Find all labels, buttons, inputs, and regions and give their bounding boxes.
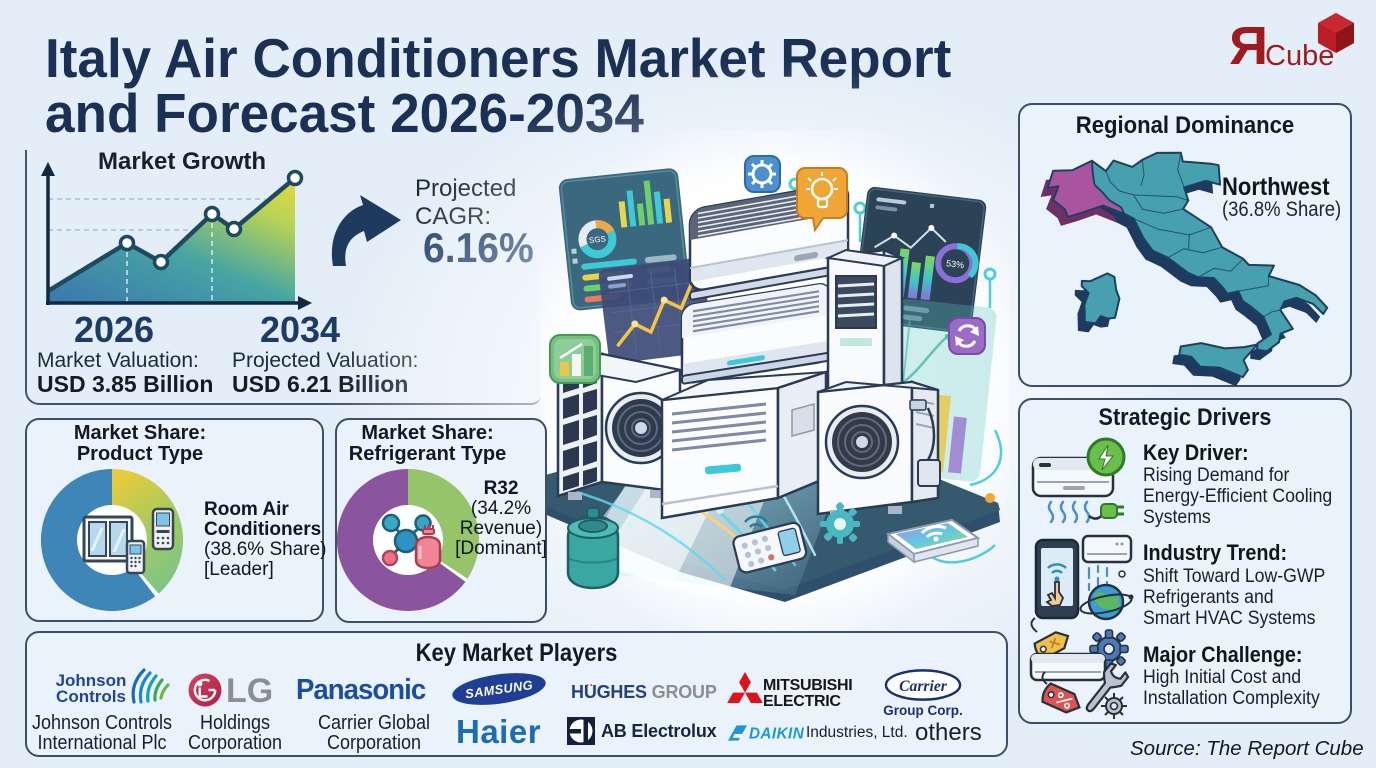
svg-text:53%: 53%: [946, 258, 965, 270]
svg-text:SGS: SGS: [589, 234, 607, 245]
svg-text:DAIKIN: DAIKIN: [749, 726, 805, 743]
svg-text:Carrier: Carrier: [899, 678, 948, 695]
